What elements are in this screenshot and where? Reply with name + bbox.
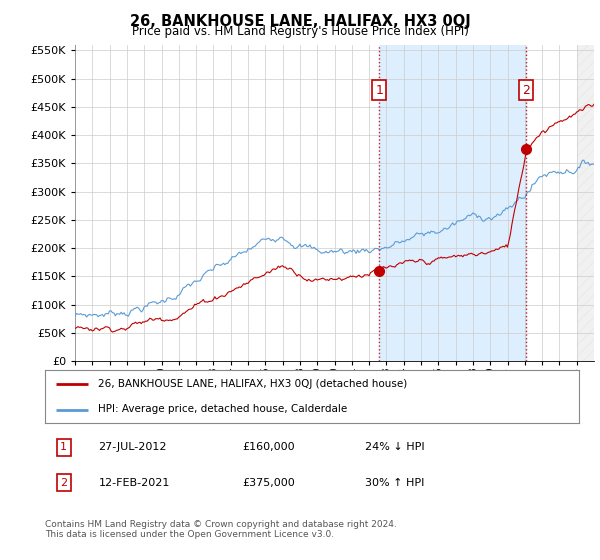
Text: Price paid vs. HM Land Registry's House Price Index (HPI): Price paid vs. HM Land Registry's House … bbox=[131, 25, 469, 38]
Bar bbox=[577, 45, 594, 361]
Text: 24% ↓ HPI: 24% ↓ HPI bbox=[365, 442, 425, 452]
Text: 1: 1 bbox=[375, 83, 383, 96]
Text: 2: 2 bbox=[522, 83, 530, 96]
Text: 26, BANKHOUSE LANE, HALIFAX, HX3 0QJ: 26, BANKHOUSE LANE, HALIFAX, HX3 0QJ bbox=[130, 14, 470, 29]
Text: 12-FEB-2021: 12-FEB-2021 bbox=[98, 478, 170, 488]
Text: 27-JUL-2012: 27-JUL-2012 bbox=[98, 442, 167, 452]
Text: 2: 2 bbox=[60, 478, 67, 488]
Text: £375,000: £375,000 bbox=[242, 478, 295, 488]
Text: £160,000: £160,000 bbox=[242, 442, 295, 452]
Text: 30% ↑ HPI: 30% ↑ HPI bbox=[365, 478, 425, 488]
Text: Contains HM Land Registry data © Crown copyright and database right 2024.
This d: Contains HM Land Registry data © Crown c… bbox=[45, 520, 397, 539]
Text: HPI: Average price, detached house, Calderdale: HPI: Average price, detached house, Cald… bbox=[98, 404, 347, 414]
Bar bbox=[379, 45, 526, 361]
Text: 1: 1 bbox=[60, 442, 67, 452]
Text: 26, BANKHOUSE LANE, HALIFAX, HX3 0QJ (detached house): 26, BANKHOUSE LANE, HALIFAX, HX3 0QJ (de… bbox=[98, 380, 407, 390]
